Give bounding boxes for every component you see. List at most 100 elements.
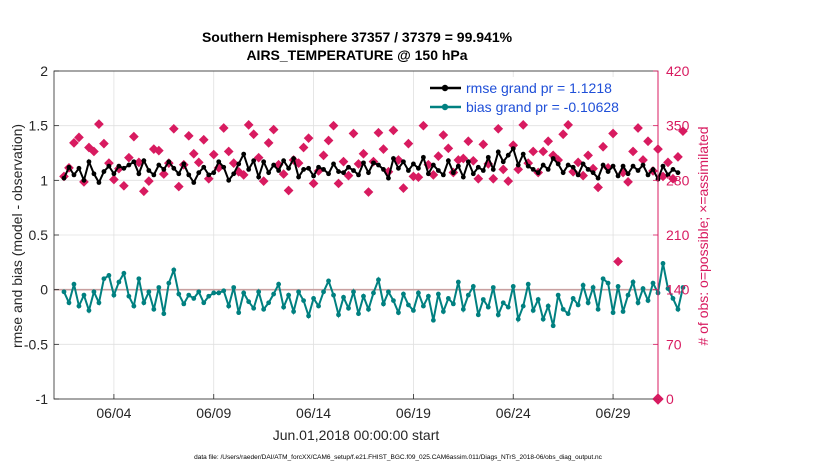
bias-point bbox=[670, 296, 676, 301]
bias-point bbox=[650, 280, 656, 286]
rmse-point bbox=[490, 167, 496, 172]
bias-point bbox=[61, 289, 67, 295]
bias-point bbox=[585, 300, 591, 306]
obs-possible-point bbox=[343, 170, 354, 181]
bias-point bbox=[565, 311, 571, 317]
rmse-point bbox=[500, 159, 506, 165]
obs-possible-point bbox=[458, 153, 469, 164]
bias-point bbox=[445, 296, 451, 301]
rmse-point bbox=[406, 168, 411, 173]
obs-possible-point bbox=[263, 137, 274, 148]
rmse-point bbox=[391, 156, 396, 161]
obs-possible-point bbox=[258, 176, 269, 186]
rmse-point bbox=[266, 170, 272, 176]
rmse-point bbox=[256, 174, 262, 180]
rmse-point bbox=[650, 167, 656, 172]
x-tick-label: 06/14 bbox=[296, 405, 331, 421]
bias-point bbox=[71, 281, 77, 287]
bias-point bbox=[415, 290, 421, 296]
rmse-point bbox=[640, 162, 646, 168]
bias-point bbox=[306, 313, 311, 319]
y-left-tick-label: 1 bbox=[40, 172, 48, 188]
rmse-point bbox=[301, 167, 306, 172]
obs-possible-point bbox=[633, 123, 643, 133]
rmse-point bbox=[460, 174, 466, 180]
legend-rmse-marker bbox=[441, 84, 449, 92]
bias-point bbox=[86, 308, 92, 313]
obs-possible-point bbox=[143, 176, 154, 186]
obs-possible-point bbox=[598, 141, 608, 152]
y-right-tick-label: 420 bbox=[666, 63, 690, 79]
bias-point bbox=[640, 286, 646, 291]
bias-point bbox=[361, 293, 366, 299]
bias-point bbox=[261, 306, 267, 312]
rmse-point bbox=[595, 175, 601, 181]
bias-point bbox=[76, 303, 82, 309]
bias-point bbox=[406, 302, 411, 308]
obs-possible-point bbox=[503, 176, 514, 186]
bias-point bbox=[141, 300, 147, 306]
rmse-point bbox=[635, 168, 641, 173]
bias-point bbox=[236, 310, 242, 316]
y-right-tick-label: 70 bbox=[666, 336, 682, 352]
obs-possible-point bbox=[663, 157, 673, 168]
rmse-point bbox=[166, 159, 172, 165]
rmse-point bbox=[186, 172, 192, 178]
rmse-point bbox=[216, 159, 222, 165]
obs-possible-point bbox=[238, 170, 249, 180]
bias-point bbox=[271, 291, 277, 297]
bias-point bbox=[211, 290, 217, 296]
bias-point bbox=[570, 296, 576, 301]
bias-point bbox=[146, 289, 152, 295]
rmse-point bbox=[86, 159, 92, 165]
bias-point bbox=[465, 292, 471, 298]
rmse-point bbox=[450, 170, 456, 176]
obs-possible-point bbox=[478, 139, 489, 150]
obs-possible-point bbox=[678, 126, 688, 136]
rmse-point bbox=[670, 167, 676, 172]
rmse-point bbox=[336, 169, 341, 174]
rmse-point bbox=[276, 168, 282, 173]
x-tick-label: 06/29 bbox=[596, 405, 631, 421]
bias-point bbox=[176, 291, 182, 297]
obs-possible-point bbox=[673, 152, 683, 162]
rmse-point bbox=[535, 170, 541, 176]
rmse-point bbox=[221, 164, 227, 170]
obs-possible-point bbox=[468, 155, 479, 166]
rmse-point bbox=[480, 168, 486, 173]
bias-point bbox=[515, 316, 521, 322]
obs-possible-point bbox=[668, 173, 678, 184]
obs-possible-point bbox=[208, 149, 219, 160]
obs-possible-point bbox=[388, 125, 399, 136]
bias-point bbox=[106, 273, 112, 278]
rmse-point bbox=[515, 162, 521, 168]
bias-point bbox=[530, 308, 536, 313]
obs-possible-point bbox=[398, 183, 409, 193]
obs-possible-point bbox=[193, 157, 204, 168]
rmse-point bbox=[241, 151, 247, 157]
rmse-point bbox=[131, 159, 137, 165]
bias-point bbox=[331, 292, 336, 298]
x-tick-label: 06/19 bbox=[396, 405, 431, 421]
rmse-point bbox=[590, 170, 596, 176]
obs-possible-point bbox=[488, 173, 499, 184]
bias-point bbox=[386, 289, 391, 295]
chart-subtitle: AIRS_TEMPERATURE @ 150 hPa bbox=[246, 47, 467, 63]
rmse-point bbox=[540, 162, 546, 168]
rmse-point bbox=[321, 167, 326, 172]
obs-possible-point bbox=[153, 145, 164, 156]
rmse-point bbox=[386, 175, 391, 181]
y-left-tick-label: 1.5 bbox=[29, 118, 49, 134]
chart-title: Southern Hemisphere 37357 / 37379 = 99.9… bbox=[202, 29, 513, 45]
rmse-point bbox=[371, 160, 376, 166]
bias-point bbox=[510, 283, 516, 289]
bias-point bbox=[595, 306, 601, 312]
y-axis-right-label: # of obs: o=possible; ×=assimilated bbox=[695, 126, 711, 345]
obs-possible-point bbox=[218, 123, 229, 133]
obs-possible-point bbox=[278, 169, 289, 179]
obs-possible-point bbox=[438, 130, 449, 140]
bias-point bbox=[490, 285, 496, 290]
rmse-point bbox=[66, 164, 72, 170]
obs-possible-point bbox=[608, 128, 618, 139]
bias-point bbox=[645, 298, 651, 303]
